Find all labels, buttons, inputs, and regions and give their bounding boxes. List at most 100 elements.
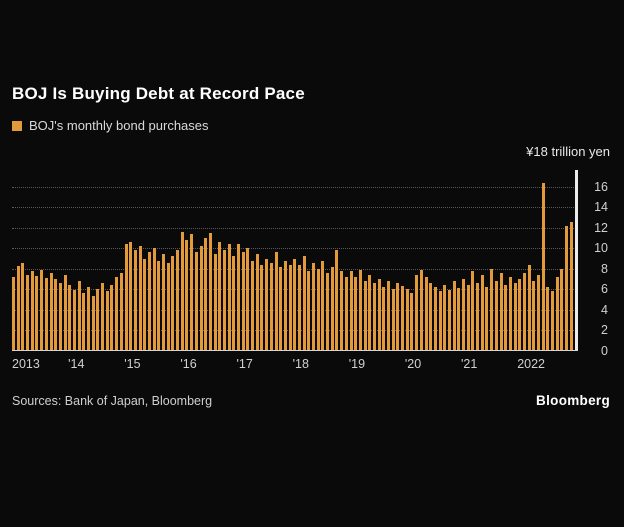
bar <box>377 279 381 351</box>
bar <box>480 274 484 351</box>
bar <box>494 281 498 351</box>
sources-text: Sources: Bank of Japan, Bloomberg <box>12 394 213 408</box>
bar <box>471 270 475 351</box>
bar <box>218 242 222 351</box>
bar <box>162 254 165 351</box>
bar <box>476 283 480 351</box>
bar <box>129 242 133 351</box>
bar <box>396 283 400 351</box>
bar <box>546 287 550 351</box>
bar <box>537 274 540 351</box>
bar <box>466 285 470 351</box>
bar <box>171 256 175 351</box>
y-tick-label: 16 <box>594 179 608 194</box>
bar <box>283 260 287 351</box>
bar <box>26 274 30 351</box>
x-tick-label: '17 <box>236 357 253 371</box>
bar <box>340 270 344 351</box>
bar <box>297 264 301 351</box>
legend-swatch-icon <box>12 120 22 131</box>
gridline <box>12 186 578 188</box>
bar-highlight <box>574 170 578 351</box>
bar <box>326 272 330 351</box>
bar <box>194 252 198 351</box>
bar <box>227 244 231 351</box>
chart-legend: BOJ's monthly bond purchases <box>12 118 209 133</box>
bar <box>293 258 297 351</box>
bar <box>499 272 503 351</box>
bar <box>16 265 20 351</box>
bar <box>204 237 208 351</box>
bar <box>349 270 353 351</box>
y-tick-label: 14 <box>594 200 608 215</box>
bar <box>330 266 334 351</box>
bar <box>237 244 240 351</box>
bar <box>405 289 409 351</box>
bar <box>410 293 414 351</box>
bar <box>560 268 564 351</box>
bar <box>176 250 180 351</box>
bar <box>344 277 348 351</box>
bar <box>438 291 442 351</box>
bar <box>532 281 536 351</box>
x-tick-label: 2022 <box>517 357 545 371</box>
bar <box>190 233 194 351</box>
bar <box>279 266 283 351</box>
bar <box>40 269 44 351</box>
y-axis-unit-label: ¥18 trillion yen <box>526 144 610 159</box>
bar <box>274 252 278 351</box>
bar <box>565 225 569 351</box>
bar <box>504 285 508 351</box>
bar <box>312 262 315 351</box>
bar <box>569 221 573 351</box>
bar <box>166 262 170 351</box>
bar <box>21 262 25 351</box>
bar <box>119 272 123 351</box>
y-tick-label: 8 <box>601 261 608 276</box>
bar <box>443 285 447 351</box>
y-tick-label: 2 <box>601 323 608 338</box>
bar <box>429 283 433 351</box>
bar <box>433 287 437 351</box>
bar <box>316 268 320 351</box>
bar <box>447 290 451 351</box>
bar <box>302 256 306 351</box>
bar <box>147 252 151 351</box>
bar <box>49 272 53 351</box>
bar-series <box>12 166 578 351</box>
bar <box>185 240 189 351</box>
gridline <box>12 248 578 250</box>
bar <box>82 293 86 351</box>
bar <box>424 277 428 351</box>
bar <box>354 277 358 351</box>
bar <box>87 287 90 351</box>
bar <box>72 290 76 351</box>
bar <box>288 264 292 351</box>
bar <box>232 256 236 351</box>
x-tick-label: '18 <box>292 357 309 371</box>
bar <box>138 246 142 351</box>
bar <box>222 250 226 351</box>
x-tick-label: '16 <box>180 357 197 371</box>
bloomberg-logo: Bloomberg <box>536 393 610 408</box>
gridline <box>12 207 578 209</box>
bar <box>241 252 245 351</box>
x-tick-label: '15 <box>124 357 141 371</box>
y-tick-label: 10 <box>594 241 608 256</box>
bar <box>401 286 405 351</box>
bar <box>555 277 559 351</box>
bar <box>260 264 264 351</box>
bar <box>110 285 114 351</box>
bar <box>35 275 39 351</box>
bar <box>77 281 81 351</box>
bar <box>213 254 217 351</box>
bar <box>518 279 522 351</box>
legend-label: BOJ's monthly bond purchases <box>29 118 209 133</box>
bar <box>58 283 62 351</box>
y-tick-label: 6 <box>601 282 608 297</box>
bar <box>363 281 367 351</box>
bar <box>462 279 465 351</box>
x-tick-label: '21 <box>461 357 478 371</box>
bar <box>368 274 372 351</box>
